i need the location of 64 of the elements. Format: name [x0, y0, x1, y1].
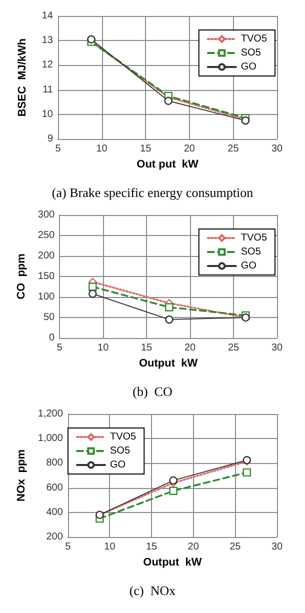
- y-tick-label: 0: [49, 332, 56, 344]
- point: [87, 35, 96, 44]
- point: [242, 468, 251, 477]
- x-tick-label: 5: [65, 542, 72, 552]
- x-tick-label: 10: [96, 144, 108, 154]
- legend-label: GO: [240, 260, 257, 272]
- point: [165, 315, 174, 324]
- x-axis-title: Output kW: [138, 357, 198, 370]
- y-tick-label: 800: [46, 458, 64, 469]
- y-tick-label: 200: [46, 532, 64, 542]
- x-tick-label: 10: [98, 342, 110, 354]
- x-tick-label: 15: [146, 542, 158, 552]
- y-tick-label: 1,000: [38, 433, 64, 444]
- y-axis-title: CO ppm: [16, 253, 28, 300]
- x-tick-label: 15: [140, 342, 153, 354]
- point: [88, 290, 97, 298]
- y-axis-title: BSEC MJ/kWh: [16, 38, 28, 117]
- y-tick-label: 11: [42, 84, 54, 96]
- x-tick-label: 25: [228, 342, 240, 354]
- y-tick-label: 9: [47, 134, 54, 144]
- x-tick-label: 30: [271, 342, 283, 354]
- y-tick-label: 150: [38, 271, 56, 282]
- y-tick-label: 10: [42, 108, 54, 120]
- x-tick-label: 15: [140, 144, 152, 154]
- y-tick-label: 200: [38, 250, 56, 262]
- x-tick-label: 5: [55, 144, 62, 154]
- x-tick-label: 25: [228, 144, 240, 154]
- legend-label: SO5: [240, 246, 262, 258]
- y-tick-label: 300: [38, 210, 56, 220]
- y-tick-label: 250: [38, 230, 56, 241]
- y-tick-label: 400: [46, 506, 64, 518]
- x-tick-label: 20: [184, 144, 196, 154]
- y-tick-label: 13: [42, 35, 54, 46]
- x-tick-label: 25: [230, 542, 242, 552]
- x-tick-label: 10: [104, 542, 116, 552]
- x-tick-label: 20: [184, 342, 196, 354]
- point: [88, 282, 97, 291]
- legend-label: SO5: [240, 48, 262, 58]
- y-tick-label: 14: [42, 10, 54, 22]
- x-axis-title: Out put kW: [136, 158, 199, 170]
- legend-label: TVO5: [240, 34, 268, 44]
- y-tick-label: 1,200: [38, 408, 64, 420]
- x-tick-label: 30: [271, 542, 283, 552]
- y-tick-label: 100: [38, 292, 56, 302]
- point: [165, 303, 174, 312]
- legend-label: GO: [110, 460, 126, 470]
- text: (c) NOx: [129, 583, 176, 598]
- x-axis-title: Output kW: [143, 556, 202, 568]
- y-axis-title: NOx ppm: [16, 449, 28, 502]
- x-tick-label: 5: [56, 342, 63, 354]
- point: [169, 486, 178, 495]
- text: (a) Brake specific energy consumption: [52, 185, 254, 200]
- y-tick-label: 50: [43, 312, 56, 323]
- x-tick-label: 20: [188, 542, 200, 552]
- legend-label: TVO5: [240, 232, 268, 244]
- y-tick-label: 600: [46, 482, 64, 494]
- legend-label: GO: [240, 62, 257, 72]
- point: [169, 476, 178, 485]
- legend-label: TVO5: [110, 432, 137, 442]
- y-tick-label: 12: [42, 60, 54, 71]
- point: [164, 96, 172, 105]
- text: (b) CO: [132, 384, 172, 399]
- x-tick-label: 30: [271, 144, 283, 154]
- legend-label: SO5: [110, 446, 130, 456]
